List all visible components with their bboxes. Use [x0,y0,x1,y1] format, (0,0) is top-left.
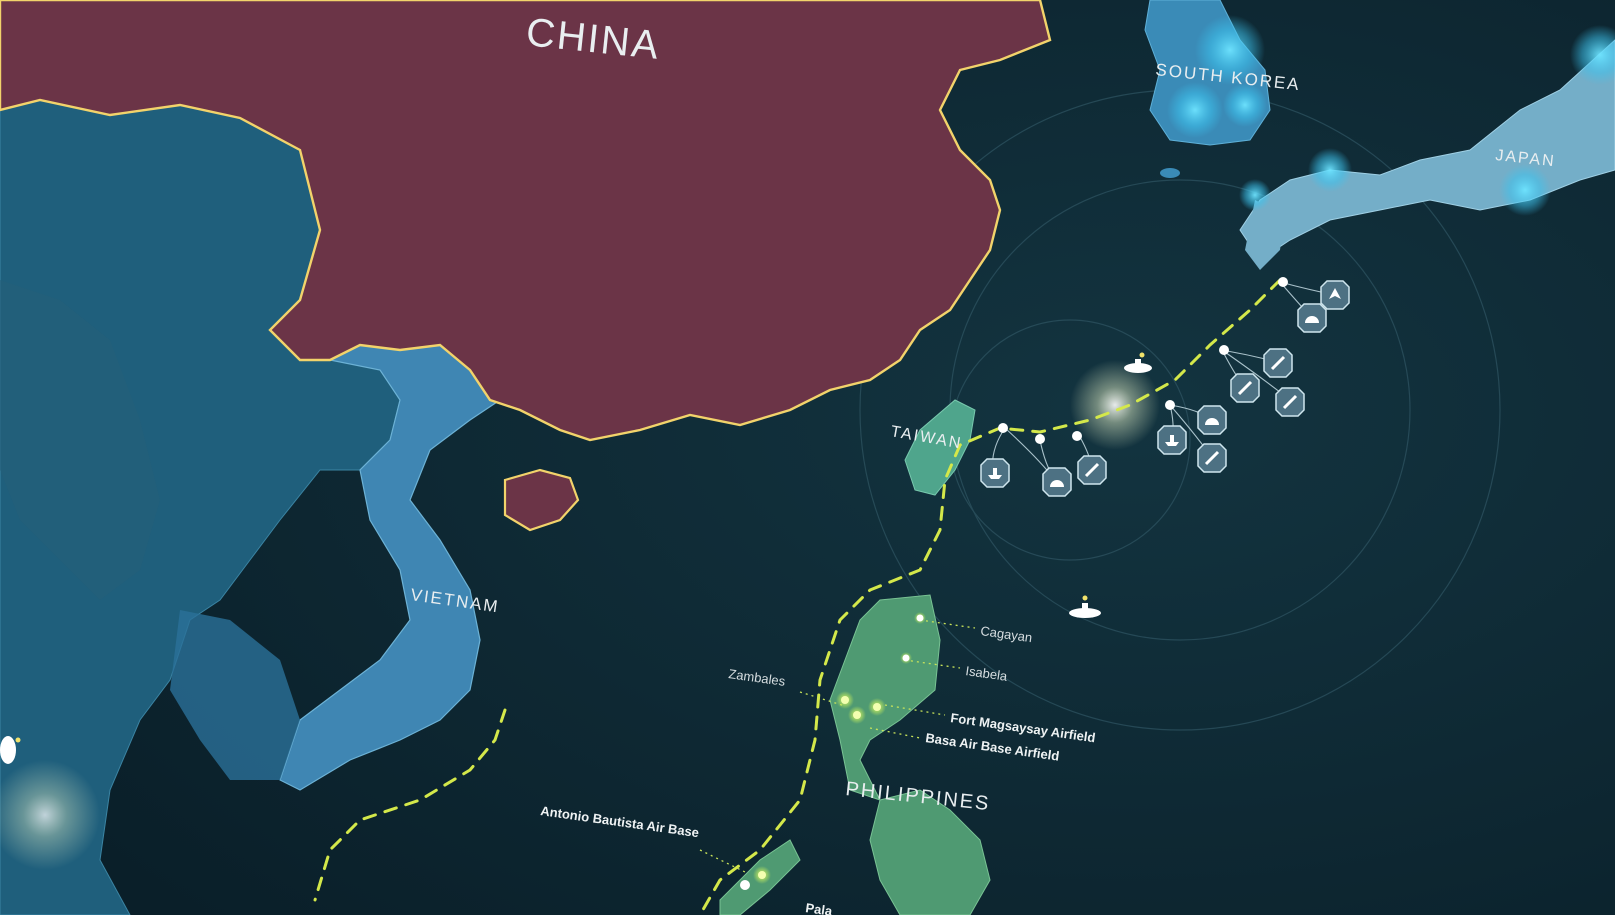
radar-dome-icon[interactable] [1197,405,1227,435]
missile-icon[interactable] [1077,455,1107,485]
label-isabela: Isabela [965,663,1009,684]
japan-kyushu [1245,200,1285,270]
leader-lines [699,619,976,873]
glow-effects [0,15,1615,870]
submarine-icon[interactable] [1069,595,1101,619]
radar-dome-icon[interactable] [1297,303,1327,333]
defense-line [313,278,1282,915]
china [0,0,1052,442]
ship-icon[interactable] [980,458,1010,488]
taiwan [904,399,976,496]
label-japan: JAPAN [1495,147,1557,170]
node [998,423,1008,433]
submarine-icon[interactable] [0,736,21,764]
missile-icon[interactable] [1197,443,1227,473]
missile-icon[interactable] [1230,373,1260,403]
node [1165,400,1175,410]
philippines [719,594,991,915]
fighter-jet-icon[interactable] [1320,280,1350,310]
hainan-island [503,468,580,532]
inland-region [170,610,300,780]
node [1035,434,1045,444]
node [1219,345,1229,355]
missile-icon[interactable] [1275,387,1305,417]
radar-dome-icon[interactable] [1042,467,1072,497]
submarine-icon[interactable] [1124,352,1152,374]
node [1278,277,1288,287]
jeju-island [1160,168,1180,178]
ship-icon[interactable] [1157,425,1187,455]
asset-badges [980,280,1350,497]
label-partial: Pala [805,900,834,915]
mainland-inner [0,280,160,600]
missile-icon[interactable] [1263,348,1293,378]
label-cagayan: Cagayan [980,623,1034,645]
site-nodes [740,277,1288,890]
node [1072,431,1082,441]
